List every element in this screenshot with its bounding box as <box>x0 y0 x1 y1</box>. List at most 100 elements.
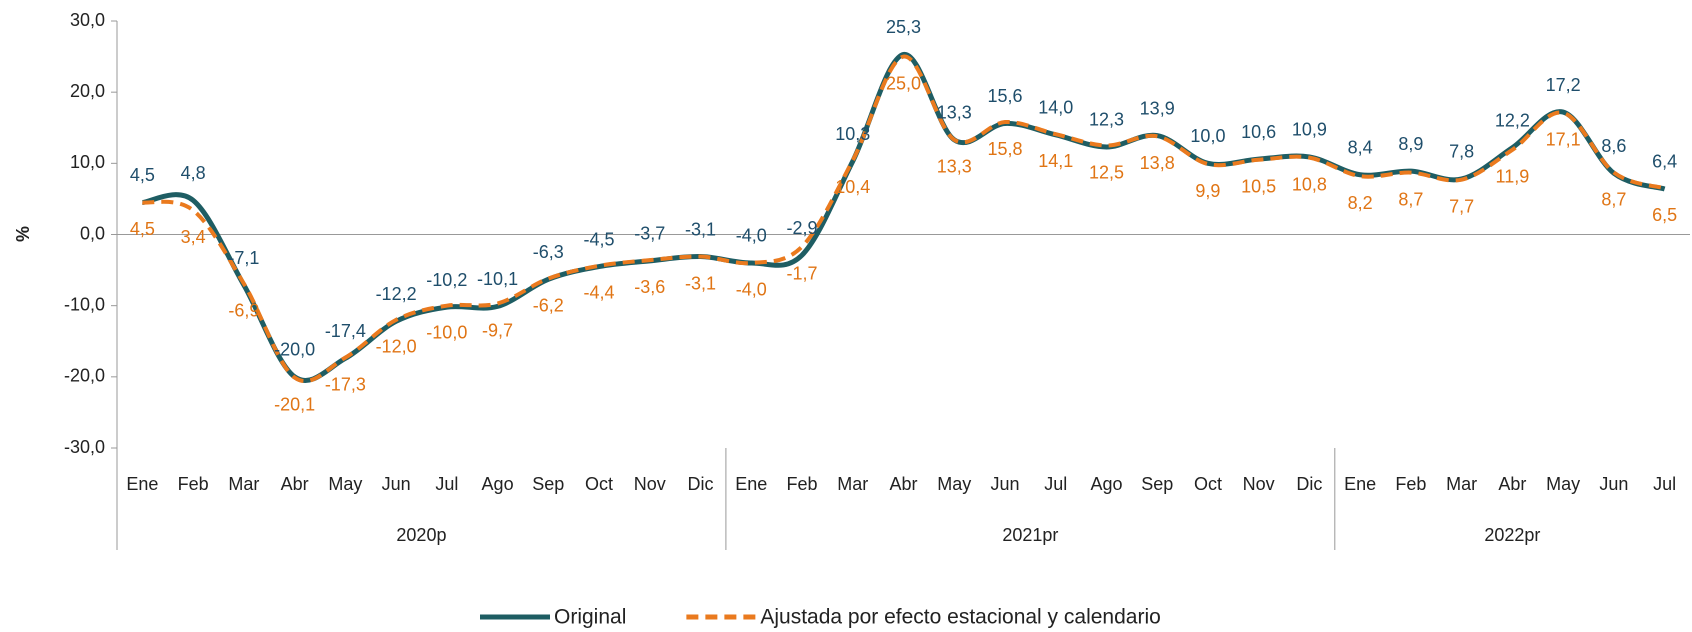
x-tick-label: Mar <box>228 474 259 494</box>
data-label: 17,1 <box>1546 130 1581 150</box>
data-label: 25,3 <box>886 17 921 37</box>
data-label: 10,0 <box>1190 126 1225 146</box>
x-tick-label: Jul <box>435 474 458 494</box>
data-label: 8,2 <box>1348 193 1373 213</box>
data-label: 7,8 <box>1449 142 1474 162</box>
x-group-label: 2021pr <box>1002 525 1058 545</box>
x-tick-label: Ago <box>482 474 514 494</box>
data-label: -9,7 <box>482 320 513 340</box>
data-label: -4,0 <box>736 226 767 246</box>
data-label: -10,0 <box>426 322 467 342</box>
data-label: 12,3 <box>1089 110 1124 130</box>
data-label: 10,8 <box>1292 174 1327 194</box>
x-tick-label: Sep <box>1141 474 1173 494</box>
data-label: 8,6 <box>1601 136 1626 156</box>
data-label: -3,7 <box>634 224 665 244</box>
data-label: -10,2 <box>426 270 467 290</box>
legend-label: Original <box>554 606 626 629</box>
data-label: -3,1 <box>685 219 716 239</box>
data-label: 15,6 <box>987 86 1022 106</box>
data-label: -4,4 <box>584 283 615 303</box>
data-label: 14,0 <box>1038 98 1073 118</box>
data-label: -10,1 <box>477 269 518 289</box>
x-tick-label: Jul <box>1653 474 1676 494</box>
x-tick-label: Mar <box>1446 474 1477 494</box>
data-label: 25,0 <box>886 73 921 93</box>
data-label: -4,0 <box>736 280 767 300</box>
x-tick-label: Feb <box>178 474 209 494</box>
data-label: 10,5 <box>1241 177 1276 197</box>
data-label: 13,3 <box>937 157 972 177</box>
data-label: 13,8 <box>1140 153 1175 173</box>
data-label: 8,7 <box>1398 189 1423 209</box>
series-line <box>141 51 1666 383</box>
x-tick-label: Ago <box>1090 474 1122 494</box>
x-tick-label: Dic <box>688 474 714 494</box>
x-tick-label: Feb <box>787 474 818 494</box>
data-label: 3,4 <box>181 227 206 247</box>
x-tick-label: Mar <box>837 474 868 494</box>
y-tick-label: 10,0 <box>70 152 105 172</box>
y-axis-title: % <box>13 226 33 242</box>
x-tick-label: Ene <box>735 474 767 494</box>
x-tick-label: Jun <box>1599 474 1628 494</box>
x-tick-label: Oct <box>585 474 613 494</box>
x-tick-label: Dic <box>1296 474 1322 494</box>
data-label: -7,1 <box>228 248 259 268</box>
data-label: -6,2 <box>533 295 564 315</box>
data-label: 10,6 <box>1241 122 1276 142</box>
data-label: 10,9 <box>1292 120 1327 140</box>
data-label: 10,3 <box>835 124 870 144</box>
data-label: -4,5 <box>584 229 615 249</box>
y-tick-label: -10,0 <box>64 294 105 314</box>
data-label: 13,3 <box>937 103 972 123</box>
x-tick-label: Feb <box>1395 474 1426 494</box>
x-group-label: 2020p <box>396 525 446 545</box>
data-label: -12,2 <box>376 284 417 304</box>
y-tick-label: 20,0 <box>70 81 105 101</box>
series-line <box>142 54 1666 384</box>
data-label: -3,6 <box>634 277 665 297</box>
data-label: 9,9 <box>1195 181 1220 201</box>
data-label: 4,5 <box>130 219 155 239</box>
data-label: 10,4 <box>835 177 870 197</box>
data-label: -3,1 <box>685 273 716 293</box>
y-tick-label: -30,0 <box>64 437 105 457</box>
data-label: 11,9 <box>1496 167 1530 187</box>
x-tick-label: Ene <box>1344 474 1376 494</box>
data-label: -1,7 <box>787 263 818 283</box>
data-label: 17,2 <box>1546 75 1581 95</box>
data-label: -6,3 <box>533 242 564 262</box>
x-tick-label: May <box>328 474 362 494</box>
y-tick-label: 0,0 <box>80 223 105 243</box>
x-tick-label: May <box>1546 474 1580 494</box>
x-tick-label: Abr <box>1498 474 1526 494</box>
x-tick-label: Jun <box>382 474 411 494</box>
x-tick-label: Jul <box>1044 474 1067 494</box>
y-tick-label: -20,0 <box>64 366 105 386</box>
data-label: -20,1 <box>274 394 315 414</box>
data-label: -2,9 <box>787 218 818 238</box>
data-label: -17,3 <box>325 374 366 394</box>
legend-label: Ajustada por efecto estacional y calenda… <box>760 606 1160 629</box>
x-tick-label: May <box>937 474 971 494</box>
data-label: 12,5 <box>1089 162 1124 182</box>
x-tick-label: Jun <box>990 474 1019 494</box>
x-tick-label: Ene <box>126 474 158 494</box>
x-tick-label: Nov <box>1243 474 1275 494</box>
data-label: -6,9 <box>228 300 259 320</box>
data-label: 4,8 <box>181 163 206 183</box>
data-label: 12,2 <box>1495 110 1530 130</box>
data-label: -17,4 <box>325 321 366 341</box>
data-label: -12,0 <box>376 337 417 357</box>
data-label: 8,9 <box>1398 134 1423 154</box>
data-label: 15,8 <box>987 139 1022 159</box>
y-tick-label: 30,0 <box>70 10 105 30</box>
data-label: 14,1 <box>1038 151 1073 171</box>
data-label: -20,0 <box>274 340 315 360</box>
x-tick-label: Abr <box>281 474 309 494</box>
x-group-label: 2022pr <box>1484 525 1540 545</box>
x-tick-label: Sep <box>532 474 564 494</box>
x-tick-label: Nov <box>634 474 666 494</box>
